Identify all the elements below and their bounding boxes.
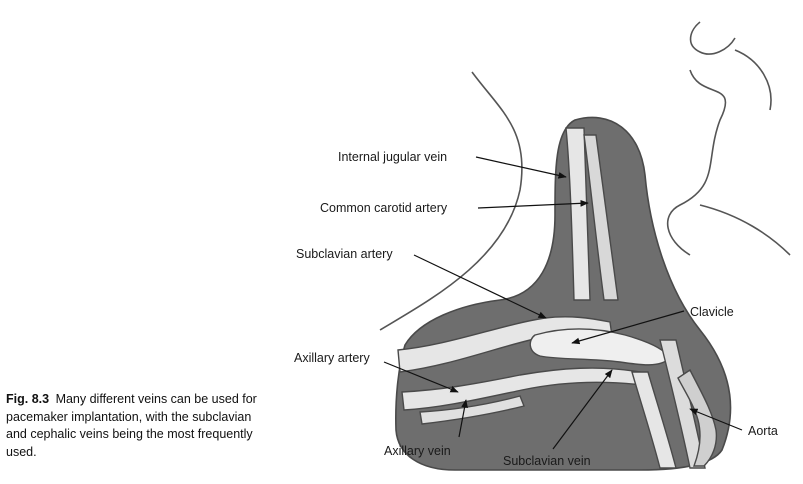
label-subclavian-vein: Subclavian vein: [503, 454, 591, 468]
label-internal-jugular-vein: Internal jugular vein: [338, 150, 447, 164]
figure-caption: Fig. 8.3 Many different veins can be use…: [6, 391, 268, 461]
axillary-artery-arrow: [383, 361, 459, 393]
leader-arrows: [383, 156, 743, 450]
aorta-arrow: [689, 408, 743, 431]
label-aorta: Aorta: [748, 424, 778, 438]
clavicle-shape: [529, 328, 671, 366]
label-subclavian-artery: Subclavian artery: [296, 247, 393, 261]
aorta-shape: [677, 368, 718, 467]
caption-text: Many different veins can be used for pac…: [6, 392, 257, 459]
internal-jugular-vein-arrow: [475, 156, 567, 179]
clavicle-arrow: [571, 310, 685, 345]
subclavian-artery-arrow: [413, 254, 547, 319]
jaw-outline: [734, 49, 772, 111]
right-neck-outline: [666, 69, 727, 256]
label-clavicle: Clavicle: [690, 305, 734, 319]
internal-jugular-vein-shape: [565, 127, 591, 301]
caption-number: Fig. 8.3: [6, 392, 50, 406]
left-neck-outline: [379, 71, 523, 331]
common-carotid-artery-arrow: [477, 199, 589, 209]
label-axillary-vein: Axillary vein: [384, 444, 451, 458]
right-vessel-shape: [659, 339, 706, 469]
chin-outline: [689, 21, 736, 55]
brachiocephalic-vein-shape: [631, 371, 677, 469]
subclavian-vein-arrow: [552, 369, 613, 450]
shoulder-outline: [699, 204, 791, 256]
label-axillary-artery: Axillary artery: [294, 351, 370, 365]
common-carotid-artery-shape: [583, 134, 619, 301]
body-outline: [379, 21, 791, 331]
label-common-carotid-artery: Common carotid artery: [320, 201, 448, 215]
vessels: [397, 127, 718, 469]
axillary-vein-arrow: [458, 399, 468, 438]
axillary-vein-lower-shape: [419, 395, 525, 425]
